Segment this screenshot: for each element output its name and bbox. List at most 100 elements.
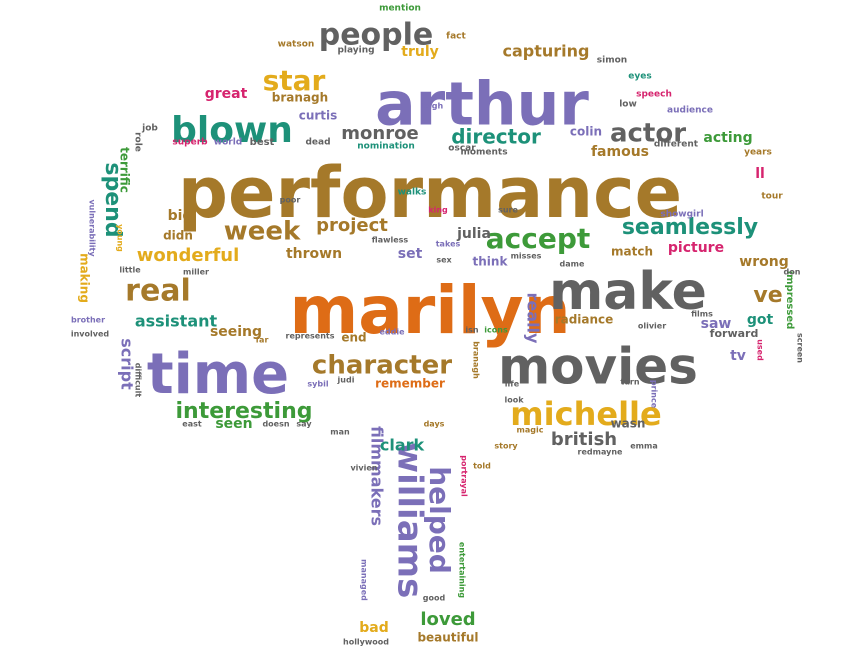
word-king: king — [428, 206, 448, 215]
word-famous: famous — [591, 144, 649, 160]
word-little: little — [119, 266, 141, 275]
word-showgirl: showgirl — [660, 210, 703, 220]
word-job: job — [141, 124, 158, 134]
word-think: think — [473, 255, 509, 269]
word-dead: dead — [305, 138, 330, 148]
word-difficult: difficult — [134, 363, 143, 398]
word-days: days — [424, 420, 445, 429]
word-branagh: branagh — [472, 341, 481, 379]
word-week: week — [224, 217, 301, 247]
word-involved: involved — [71, 330, 110, 339]
word-performance: performance — [178, 152, 682, 234]
word-eddie: eddie — [379, 328, 405, 337]
word-seeing: seeing — [210, 324, 262, 340]
word-british: british — [551, 429, 617, 450]
word-truly: truly — [401, 44, 439, 60]
word-poor: poor — [280, 196, 301, 205]
word-helped: helped — [423, 466, 456, 574]
word-years: years — [744, 148, 772, 158]
word-walks: walks — [398, 188, 427, 198]
word-look: look — [504, 396, 524, 405]
word-match: match — [611, 245, 653, 259]
word-big: big — [168, 208, 193, 224]
word-accept: accept — [486, 222, 591, 255]
word-vivien: vivien — [350, 464, 377, 473]
word-movies: movies — [498, 338, 698, 396]
word-screen: screen — [796, 333, 805, 363]
word-picture: picture — [668, 240, 724, 256]
word-sure: sure — [498, 206, 518, 215]
word-beautiful: beautiful — [417, 631, 478, 645]
word-nomination: nomination — [357, 142, 415, 152]
word-seamlessly: seamlessly — [622, 215, 758, 240]
word-filmmakers: filmmakers — [368, 426, 387, 526]
word-different: different — [654, 140, 699, 150]
word-spend: spend — [100, 162, 125, 237]
word-tour: tour — [761, 192, 783, 202]
word-judi: judi — [337, 376, 355, 385]
word-low: low — [619, 100, 637, 110]
word-icons: icons — [484, 326, 508, 335]
word-superb: superb — [172, 138, 208, 148]
word-man: man — [330, 428, 350, 437]
word-vulnerability: vulnerability — [88, 199, 97, 257]
word-character: character — [312, 351, 452, 381]
word-really: really — [524, 293, 543, 345]
word-sybil: sybil — [307, 380, 328, 389]
word-wonderful: wonderful — [137, 245, 240, 266]
word-doesn: doesn — [262, 420, 289, 429]
word-story: story — [494, 442, 518, 451]
word-takes: takes — [436, 240, 461, 249]
word-far: far — [256, 336, 269, 345]
word-director: director — [451, 125, 541, 149]
word-life: life — [505, 380, 520, 389]
word-used: used — [756, 339, 765, 361]
word-wrong: wrong — [739, 254, 788, 270]
word-acting: acting — [703, 130, 752, 146]
word-young: young — [116, 224, 125, 252]
word-time: time — [147, 342, 289, 407]
word-thrown: thrown — [286, 246, 342, 262]
word-make: make — [549, 262, 707, 322]
word-capturing: capturing — [503, 42, 590, 61]
word-olivier: olivier — [638, 322, 666, 331]
word-speech: speech — [636, 90, 672, 100]
word-people: people — [319, 18, 434, 53]
word-tv: tv — [730, 348, 746, 364]
word-flawless: flawless — [372, 236, 409, 245]
word-arthur: arthur — [375, 70, 589, 140]
word-represents: represents — [286, 332, 335, 341]
word-isn: isn — [465, 326, 479, 335]
word-wasn: wasn — [611, 417, 646, 431]
word-julia: julia — [456, 226, 491, 242]
word-misses: misses — [511, 252, 542, 261]
word-monroe: monroe — [341, 123, 418, 144]
word-role: role — [133, 132, 143, 152]
word-remember: remember — [375, 377, 445, 391]
word-brother: brother — [71, 316, 105, 325]
word-mention: mention — [379, 4, 421, 14]
word-audience: audience — [667, 106, 713, 116]
word-watson: watson — [278, 40, 315, 50]
word-impressed: impressed — [784, 271, 795, 330]
word-magic: magic — [517, 426, 544, 435]
word-playing: playing — [337, 46, 374, 56]
word-don: don — [784, 268, 801, 277]
word-managed: managed — [360, 559, 369, 601]
word-making: making — [78, 253, 92, 303]
word-world: world — [214, 138, 242, 148]
word-say: say — [296, 420, 312, 429]
word-radiance: radiance — [555, 313, 614, 327]
word-got: got — [747, 312, 774, 328]
word-moments: moments — [460, 148, 507, 158]
word-end: end — [341, 331, 366, 345]
word-told: told — [473, 462, 491, 471]
word-hollywood: hollywood — [343, 638, 389, 647]
word-great: great — [205, 86, 248, 102]
word-redmayne: redmayne — [578, 448, 623, 457]
word-loved: loved — [420, 609, 475, 630]
word-curtis: curtis — [299, 109, 338, 123]
word-films: films — [691, 310, 713, 319]
word-bad: bad — [359, 620, 389, 636]
